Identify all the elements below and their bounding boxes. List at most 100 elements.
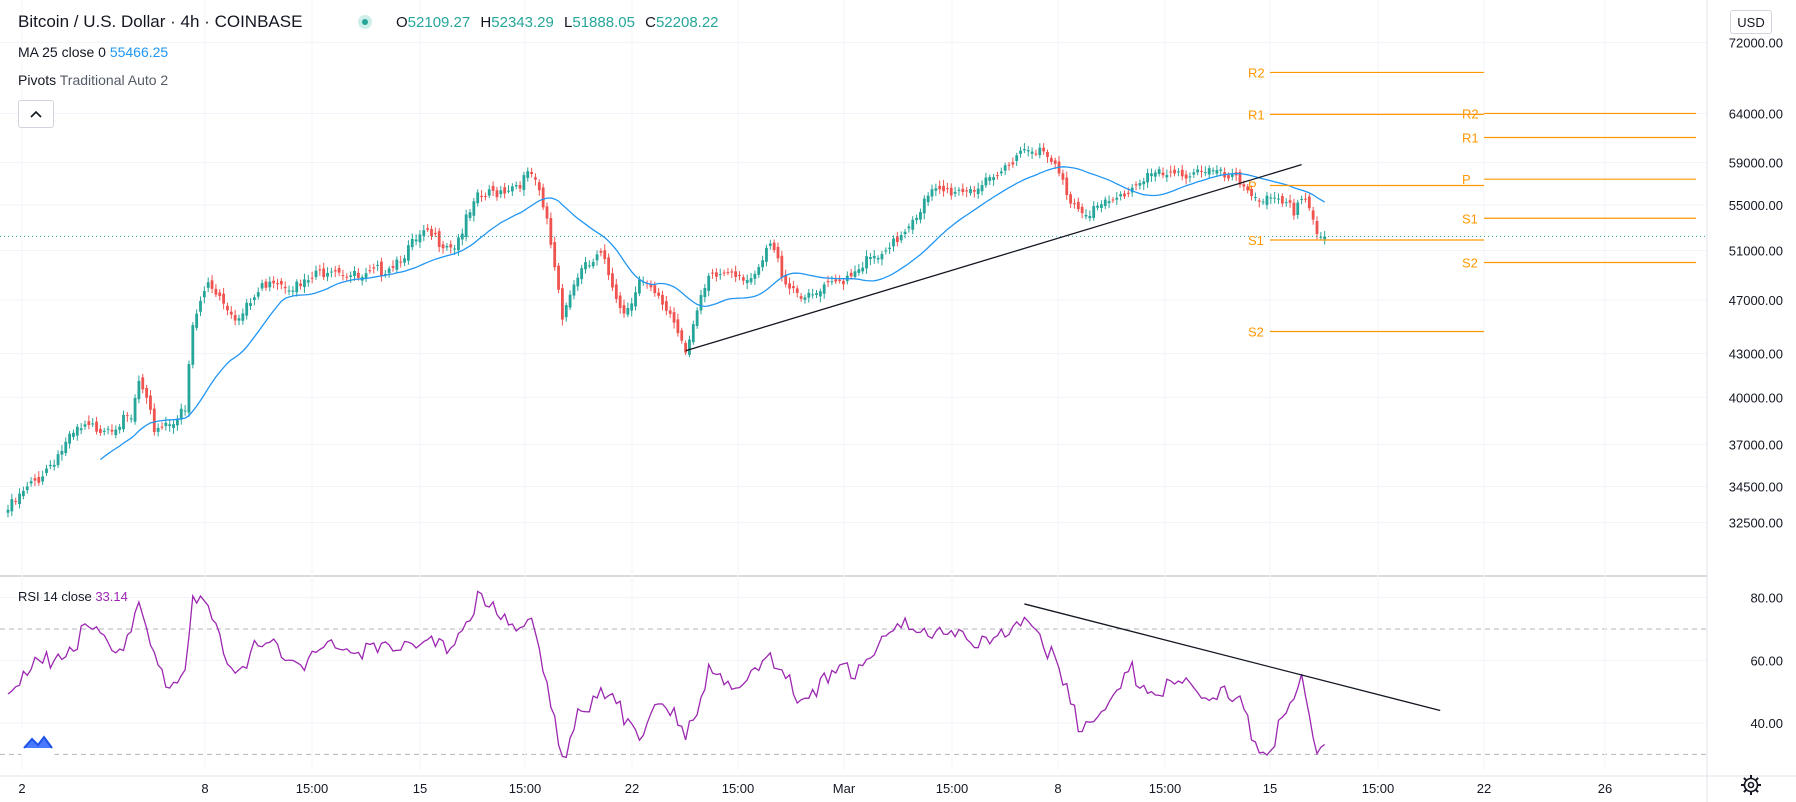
candle-body xyxy=(892,238,895,247)
candle-body xyxy=(738,274,741,276)
rsi-legend[interactable]: RSI 14 close 33.14 xyxy=(18,589,128,604)
candle-body xyxy=(1049,157,1053,162)
candle-body xyxy=(1084,214,1088,217)
candle-body xyxy=(418,234,422,243)
candle-body xyxy=(56,454,60,466)
candle-body xyxy=(468,212,472,218)
candle-body xyxy=(653,285,657,294)
candle-body xyxy=(530,172,533,174)
candle-body xyxy=(992,177,995,181)
candle-body xyxy=(684,342,687,353)
candle-body xyxy=(537,182,541,191)
candle-body xyxy=(961,188,965,193)
pivot-label-s2: S2 xyxy=(1462,256,1478,271)
currency-badge[interactable]: USD xyxy=(1730,10,1772,34)
pivot-label-r2: R2 xyxy=(1462,106,1479,121)
candle-body xyxy=(372,267,376,269)
candle-body xyxy=(437,231,441,247)
candle-body xyxy=(1284,202,1288,204)
candle-body xyxy=(1126,192,1130,194)
candle-body xyxy=(253,297,256,300)
rsi-value: 33.14 xyxy=(95,589,128,604)
candle-body xyxy=(1161,172,1165,176)
candle-body xyxy=(788,283,791,289)
candle-body xyxy=(1080,206,1084,214)
candle-body xyxy=(29,481,33,484)
candle-body xyxy=(969,189,972,194)
candles xyxy=(6,143,1327,518)
candle-body xyxy=(83,424,87,427)
candle-body xyxy=(507,190,510,192)
candle-body xyxy=(1150,173,1153,177)
candle-body xyxy=(14,500,18,502)
candle-body xyxy=(972,189,976,192)
candle-body xyxy=(676,319,680,334)
candle-body xyxy=(395,259,399,270)
candle-body xyxy=(60,450,64,455)
candle-body xyxy=(703,288,707,298)
candle-body xyxy=(541,187,545,208)
candle-body xyxy=(330,271,333,273)
candle-body xyxy=(399,261,403,263)
candle-body xyxy=(807,292,811,298)
candle-body xyxy=(210,280,214,289)
candle-body xyxy=(1173,169,1176,174)
rsi-label: RSI 14 close xyxy=(18,589,92,604)
candle-body xyxy=(672,312,676,323)
candle-body xyxy=(695,310,699,326)
candle-body xyxy=(299,283,302,287)
candle-body xyxy=(699,295,703,311)
candle-body xyxy=(279,280,283,285)
ma-legend[interactable]: MA 25 close 0 55466.25 xyxy=(18,44,168,60)
candle-body xyxy=(172,424,175,428)
candle-body xyxy=(1203,172,1207,174)
candle-body xyxy=(1300,198,1303,200)
price-tick-label: 32500.00 xyxy=(1729,516,1783,531)
candle-body xyxy=(749,278,753,283)
candle-body xyxy=(1265,195,1269,205)
candle-body xyxy=(1092,206,1096,218)
candle-body xyxy=(630,303,634,311)
exchange-label: COINBASE xyxy=(214,12,303,31)
time-tick-label: 8 xyxy=(201,781,208,796)
candle-body xyxy=(137,380,141,400)
candle-body xyxy=(25,486,29,491)
candle-body xyxy=(942,185,945,192)
interval-label[interactable]: 4h xyxy=(180,12,200,31)
candle-body xyxy=(792,286,795,289)
candle-body xyxy=(861,267,865,272)
candle-body xyxy=(534,177,537,180)
candle-body xyxy=(491,185,495,191)
gear-icon[interactable] xyxy=(1740,774,1762,796)
candle-body xyxy=(591,261,595,267)
tradingview-logo-icon[interactable] xyxy=(20,728,56,756)
candle-body xyxy=(1034,153,1038,155)
candle-body xyxy=(730,271,734,273)
candle-body xyxy=(87,421,91,426)
symbol-separator: · xyxy=(204,12,215,31)
time-tick-label: 15:00 xyxy=(936,781,969,796)
candle-body xyxy=(110,429,114,432)
collapse-legend-button[interactable] xyxy=(18,100,54,128)
candle-body xyxy=(818,291,822,297)
candle-body xyxy=(803,297,807,300)
candle-body xyxy=(260,283,264,289)
pivots-legend[interactable]: Pivots Traditional Auto 2 xyxy=(18,72,168,88)
price-tick-label: 34500.00 xyxy=(1729,480,1783,495)
candle-body xyxy=(522,175,526,190)
candle-body xyxy=(599,250,603,253)
pivot-label-r1: R1 xyxy=(1248,107,1265,122)
candle-body xyxy=(122,414,125,430)
candle-body xyxy=(1134,184,1138,186)
candle-body xyxy=(907,226,911,229)
candle-body xyxy=(199,300,202,312)
low-value: 51888.05 xyxy=(572,14,635,31)
candle-body xyxy=(1119,194,1123,197)
close-key: C xyxy=(645,14,656,31)
symbol-interval[interactable]: · xyxy=(170,12,181,31)
candle-body xyxy=(649,284,653,288)
candle-body xyxy=(1011,162,1015,165)
symbol-name[interactable]: Bitcoin / U.S. Dollar xyxy=(18,12,166,31)
candle-body xyxy=(218,292,222,297)
